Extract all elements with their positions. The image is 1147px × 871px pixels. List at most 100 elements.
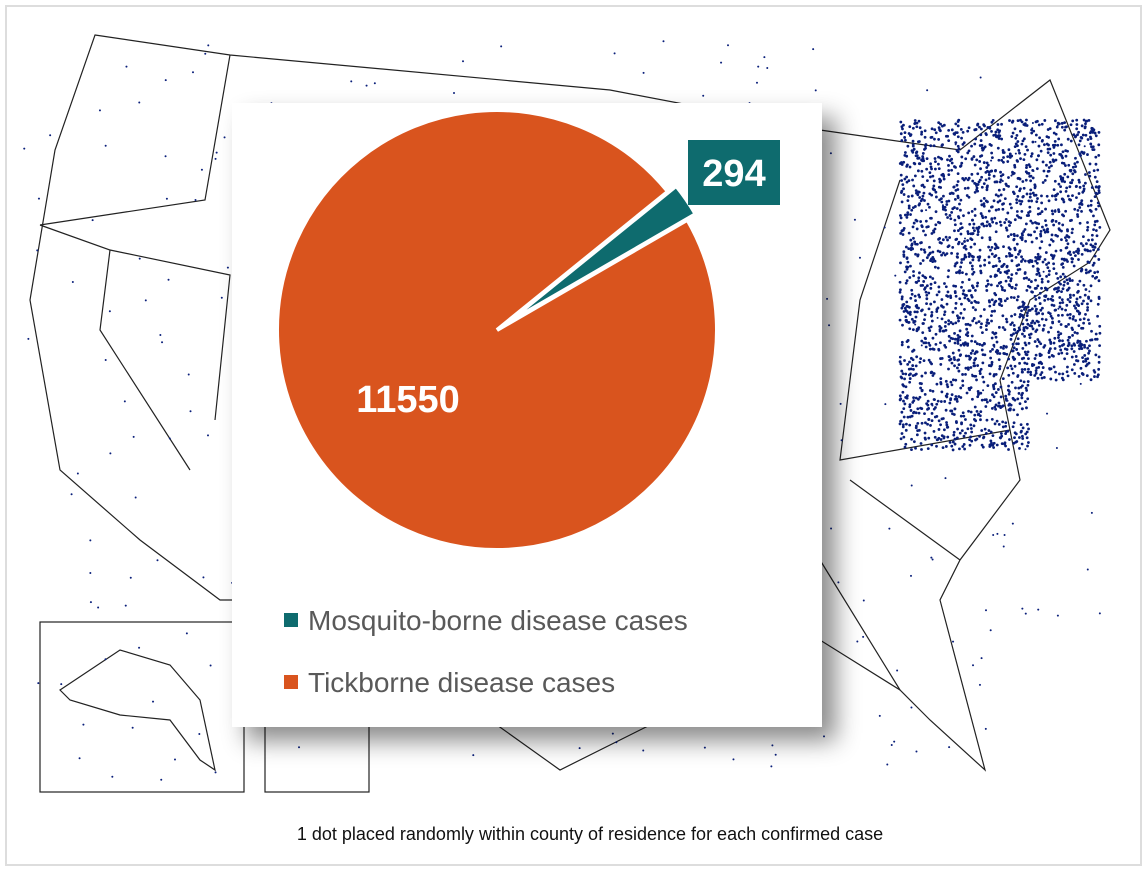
dot xyxy=(1047,261,1051,265)
dot xyxy=(911,178,914,182)
dot xyxy=(906,213,910,217)
dot xyxy=(1019,216,1023,220)
dot xyxy=(929,325,933,329)
dot xyxy=(1095,192,1099,196)
dot xyxy=(1071,172,1075,176)
dot xyxy=(1004,345,1008,349)
dot xyxy=(1040,280,1044,284)
dot xyxy=(938,198,942,202)
dot xyxy=(911,364,915,367)
dot xyxy=(948,339,952,343)
dot xyxy=(1087,238,1090,242)
dot xyxy=(1071,119,1075,123)
dot xyxy=(933,167,937,171)
dot xyxy=(1097,143,1101,147)
dot xyxy=(1049,153,1053,157)
dot xyxy=(1058,339,1062,342)
dot xyxy=(985,224,989,228)
dot xyxy=(978,125,981,129)
dot xyxy=(1074,156,1077,160)
dot xyxy=(1086,346,1090,350)
dot xyxy=(936,266,940,270)
dot xyxy=(1084,173,1087,176)
dot xyxy=(1017,252,1020,256)
dot xyxy=(937,126,941,130)
dot xyxy=(997,194,1000,198)
dot xyxy=(1021,194,1025,198)
dot xyxy=(921,194,925,198)
dot xyxy=(980,185,984,189)
dot xyxy=(1018,177,1022,181)
dot xyxy=(1013,163,1017,167)
dot xyxy=(999,170,1002,174)
dot xyxy=(920,225,924,229)
dot xyxy=(1062,200,1066,204)
dot xyxy=(1011,172,1015,176)
dot xyxy=(920,209,924,213)
dot xyxy=(1025,362,1029,366)
dot xyxy=(1003,221,1007,224)
dot xyxy=(949,336,953,340)
dot xyxy=(961,379,965,383)
dot xyxy=(1078,202,1082,206)
dot xyxy=(928,275,932,279)
dot xyxy=(929,144,933,148)
dot xyxy=(1026,148,1029,152)
dot xyxy=(947,128,951,132)
dot xyxy=(956,150,960,154)
dot xyxy=(1025,192,1029,196)
dot xyxy=(144,299,147,302)
dot xyxy=(960,136,963,140)
dot xyxy=(1060,298,1064,302)
dot xyxy=(1084,268,1088,272)
dot xyxy=(943,310,947,314)
dot xyxy=(1078,339,1082,343)
dot xyxy=(1007,220,1011,224)
dot xyxy=(1097,360,1101,364)
dot xyxy=(955,183,959,187)
dot xyxy=(976,172,980,176)
dot xyxy=(912,348,915,351)
dot xyxy=(979,271,983,275)
dot xyxy=(1036,338,1040,341)
dot xyxy=(1026,444,1029,448)
dot xyxy=(959,311,963,315)
dot xyxy=(1011,522,1014,525)
dot xyxy=(910,288,914,292)
dot xyxy=(902,415,906,419)
dot xyxy=(36,249,39,252)
dot xyxy=(998,180,1002,184)
dot xyxy=(1068,316,1072,320)
dot xyxy=(985,161,989,165)
dot xyxy=(978,343,982,346)
dot xyxy=(911,126,915,130)
dot xyxy=(1042,376,1046,379)
dot xyxy=(954,378,958,382)
dot xyxy=(1001,149,1005,152)
dot xyxy=(992,446,996,449)
dot xyxy=(921,155,925,158)
dot xyxy=(1095,180,1099,184)
dot xyxy=(992,533,995,536)
dot xyxy=(1026,370,1030,374)
dot xyxy=(1059,332,1063,336)
dot xyxy=(1091,274,1095,278)
dot xyxy=(997,158,1001,162)
dot xyxy=(951,310,955,314)
dot xyxy=(1029,373,1033,377)
dot xyxy=(1074,306,1078,310)
dot xyxy=(1003,289,1007,292)
dot xyxy=(720,61,723,64)
value-label: 294 xyxy=(702,153,765,195)
dot xyxy=(956,144,960,148)
dot xyxy=(1006,155,1010,159)
dot xyxy=(932,144,936,148)
dot xyxy=(1013,357,1017,361)
dot xyxy=(998,364,1002,368)
dot xyxy=(1014,152,1017,155)
dot xyxy=(943,343,947,347)
dot xyxy=(923,129,927,133)
dot xyxy=(985,284,988,288)
dot xyxy=(1015,440,1019,443)
dot xyxy=(931,174,935,178)
